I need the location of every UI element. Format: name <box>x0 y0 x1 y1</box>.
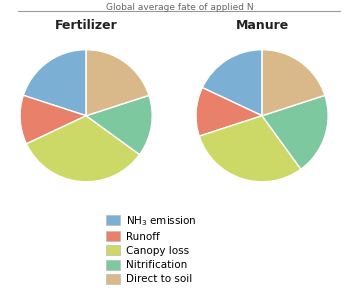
Wedge shape <box>86 95 152 155</box>
Wedge shape <box>262 95 328 169</box>
Wedge shape <box>23 50 86 116</box>
Legend: NH$_3$ emission, Runoff, Canopy loss, Nitrification, Direct to soil: NH$_3$ emission, Runoff, Canopy loss, Ni… <box>106 214 196 284</box>
Wedge shape <box>86 50 149 116</box>
Text: Global average fate of applied N: Global average fate of applied N <box>106 3 253 12</box>
Title: Fertilizer: Fertilizer <box>55 19 117 32</box>
Title: Manure: Manure <box>236 19 289 32</box>
Wedge shape <box>202 50 262 116</box>
Wedge shape <box>262 50 325 116</box>
Wedge shape <box>196 88 262 136</box>
Wedge shape <box>199 116 301 182</box>
Wedge shape <box>27 116 140 182</box>
Wedge shape <box>20 95 86 144</box>
